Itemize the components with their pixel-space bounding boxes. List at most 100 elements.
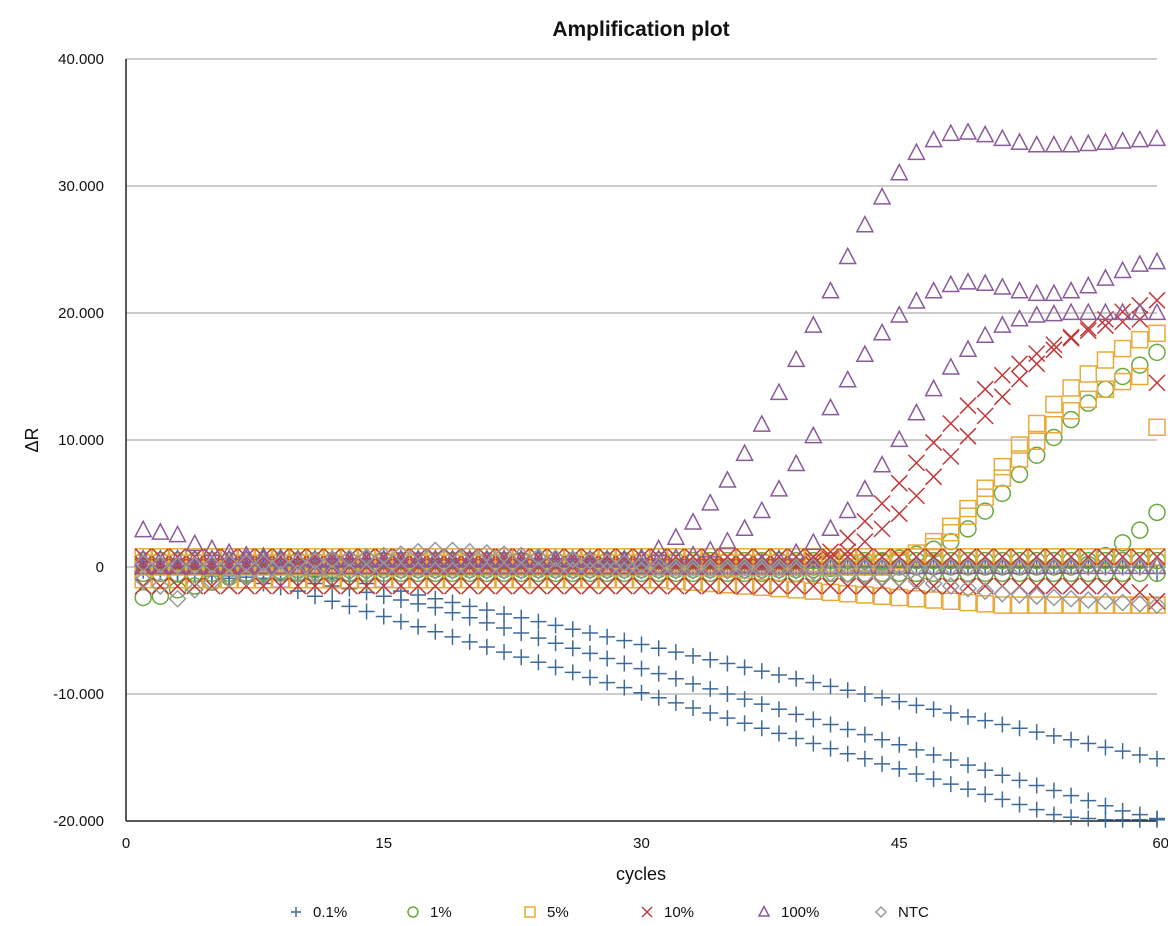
marker-triangle (993, 556, 1012, 575)
marker-triangle (168, 524, 187, 543)
marker-plus (891, 736, 908, 753)
marker-diamond (598, 552, 617, 571)
marker-plus (581, 669, 598, 686)
marker-triangle (185, 548, 204, 567)
marker-plus (650, 689, 667, 706)
marker-triangle (993, 315, 1012, 333)
marker-plus (839, 721, 856, 738)
marker-circle (1010, 465, 1029, 484)
marker-square (1062, 379, 1080, 397)
marker-triangle (975, 556, 995, 575)
marker-square (409, 570, 427, 589)
marker-triangle (1130, 129, 1150, 148)
marker-triangle (958, 272, 978, 290)
marker-plus (891, 760, 908, 777)
marker-circle (1148, 343, 1166, 362)
marker-plus (908, 741, 925, 758)
marker-square (873, 587, 891, 605)
marker-square (1079, 390, 1098, 409)
marker-plus (1063, 787, 1080, 804)
marker-plus (685, 647, 702, 664)
marker-cross (641, 906, 653, 918)
marker-diamond (512, 546, 531, 565)
marker-circle (1096, 380, 1115, 398)
plot-area (133, 122, 1167, 828)
marker-plus (942, 776, 959, 793)
marker-triangle (855, 214, 875, 233)
marker-diamond (563, 550, 582, 569)
marker-diamond (718, 557, 737, 577)
marker-diamond (1010, 585, 1029, 605)
marker-triangle (151, 548, 170, 567)
marker-diamond (271, 565, 290, 584)
marker-diamond (134, 554, 153, 573)
marker-triangle (202, 548, 222, 567)
marker-diamond (873, 557, 892, 577)
marker-diamond (890, 569, 909, 588)
marker-cross (821, 577, 840, 595)
marker-square (1010, 596, 1029, 614)
marker-diamond (907, 571, 926, 591)
marker-plus (822, 740, 839, 757)
marker-plus (959, 708, 976, 725)
marker-square (770, 579, 788, 598)
marker-triangle (1113, 260, 1132, 279)
marker-plus (977, 712, 994, 729)
marker-cross (1045, 336, 1063, 354)
marker-square (1148, 548, 1166, 566)
marker-triangle (254, 546, 273, 564)
marker-cross (134, 577, 152, 595)
marker-diamond (855, 566, 874, 585)
marker-diamond (1096, 592, 1115, 611)
marker-plus (856, 750, 873, 767)
marker-cross (426, 577, 444, 595)
marker-triangle (1061, 556, 1081, 575)
y-tick-label: -10.000 (53, 686, 104, 703)
marker-plus (324, 593, 341, 610)
marker-circle (407, 906, 419, 918)
marker-triangle (1147, 251, 1167, 270)
marker-plus (461, 633, 478, 650)
marker-plus (1114, 743, 1131, 760)
marker-plus (702, 680, 719, 697)
marker-plus (633, 684, 650, 701)
marker-square (718, 576, 737, 594)
marker-plus (770, 701, 787, 718)
legend-item: 5% (524, 904, 569, 921)
marker-triangle (872, 322, 892, 341)
marker-plus (959, 757, 976, 774)
marker-square (976, 548, 994, 566)
marker-plus (564, 640, 581, 657)
marker-cross (959, 397, 977, 415)
legend-label: 1% (430, 904, 452, 921)
marker-triangle (855, 344, 875, 363)
marker-square (924, 537, 943, 556)
marker-diamond (409, 561, 428, 580)
marker-diamond (1010, 557, 1029, 577)
marker-square (976, 488, 994, 506)
marker-cross (306, 577, 324, 595)
marker-diamond (735, 561, 754, 580)
marker-plus (513, 625, 530, 642)
marker-triangle (1130, 254, 1150, 272)
marker-cross (340, 577, 358, 595)
marker-plus (410, 586, 427, 603)
marker-diamond (305, 551, 325, 570)
marker-plus (788, 670, 805, 687)
marker-plus (1131, 746, 1148, 763)
gridlines (126, 58, 1157, 695)
marker-square (443, 570, 462, 589)
marker-square (1045, 596, 1063, 614)
marker-triangle (1061, 280, 1081, 299)
marker-triangle (460, 548, 479, 567)
y-axis-label: ΔR (22, 427, 42, 452)
marker-triangle (254, 556, 273, 575)
marker-plus (891, 693, 908, 710)
marker-circle (959, 520, 977, 538)
marker-square (1096, 548, 1115, 566)
marker-cross (632, 577, 651, 595)
marker-plus (547, 617, 564, 634)
marker-plus (650, 665, 667, 682)
marker-plus (719, 655, 736, 672)
legend-label: NTC (898, 904, 929, 921)
